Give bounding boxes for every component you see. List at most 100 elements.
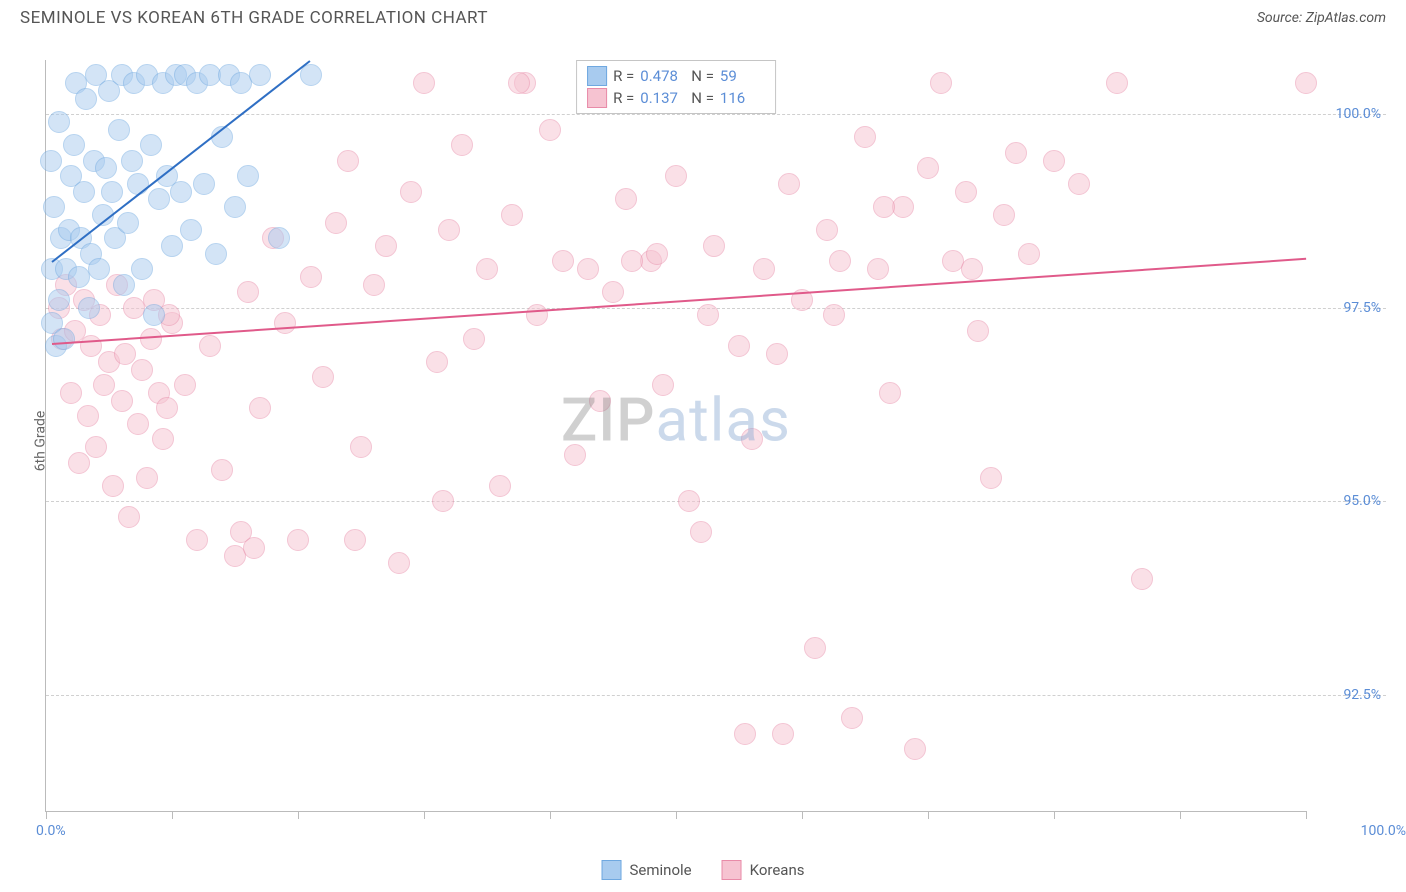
scatter-point [665, 165, 687, 187]
stats-swatch-seminole [587, 66, 607, 86]
scatter-point [426, 351, 448, 373]
scatter-point [451, 134, 473, 156]
scatter-point [121, 150, 143, 172]
scatter-point [48, 289, 70, 311]
scatter-point [1005, 142, 1027, 164]
scatter-point [873, 196, 895, 218]
scatter-point [111, 390, 133, 412]
scatter-point [199, 335, 221, 357]
x-tick [46, 811, 47, 819]
scatter-point [980, 467, 1002, 489]
scatter-point [78, 297, 100, 319]
scatter-point [136, 467, 158, 489]
scatter-point [363, 274, 385, 296]
scatter-point [904, 738, 926, 760]
scatter-point [68, 452, 90, 474]
scatter-point [117, 212, 139, 234]
scatter-point [249, 397, 271, 419]
scatter-point [143, 304, 165, 326]
x-tick [928, 811, 929, 819]
chart-title: SEMINOLE VS KOREAN 6TH GRADE CORRELATION… [20, 8, 488, 28]
scatter-point [63, 134, 85, 156]
scatter-point [48, 111, 70, 133]
scatter-point [867, 258, 889, 280]
stats-r-koreans: 0.137 [640, 89, 685, 107]
scatter-point [1068, 173, 1090, 195]
scatter-point [75, 88, 97, 110]
scatter-point [728, 335, 750, 357]
scatter-point [60, 382, 82, 404]
y-tick-label: 97.5% [1311, 300, 1381, 316]
scatter-point [703, 235, 725, 257]
scatter-point [170, 181, 192, 203]
scatter-point [697, 304, 719, 326]
scatter-point [193, 173, 215, 195]
scatter-point [108, 119, 130, 141]
stats-n-seminole: 59 [720, 67, 765, 85]
x-tick [172, 811, 173, 819]
scatter-point [955, 181, 977, 203]
scatter-point [85, 436, 107, 458]
scatter-point [350, 436, 372, 458]
scatter-point [1106, 72, 1128, 94]
scatter-point [118, 506, 140, 528]
scatter-point [180, 219, 202, 241]
scatter-point [993, 204, 1015, 226]
x-tick [424, 811, 425, 819]
stats-swatch-koreans [587, 88, 607, 108]
scatter-point [678, 490, 700, 512]
chart-header: SEMINOLE VS KOREAN 6TH GRADE CORRELATION… [0, 0, 1406, 32]
scatter-point [93, 374, 115, 396]
stats-r-seminole: 0.478 [640, 67, 685, 85]
scatter-point [287, 529, 309, 551]
scatter-point [879, 382, 901, 404]
scatter-point [690, 521, 712, 543]
legend-item-koreans: Koreans [722, 860, 805, 880]
scatter-point [77, 405, 99, 427]
scatter-point [816, 219, 838, 241]
scatter-point [102, 475, 124, 497]
scatter-point [463, 328, 485, 350]
scatter-point [476, 258, 498, 280]
scatter-point [300, 266, 322, 288]
scatter-point [741, 428, 763, 450]
scatter-point [186, 529, 208, 551]
scatter-point [53, 328, 75, 350]
stats-row-seminole: R = 0.478 N = 59 [587, 65, 765, 87]
chart-container: 6th Grade ZIPatlas R = 0.478 N = 59 R = … [45, 40, 1386, 842]
legend: Seminole Koreans [602, 860, 805, 880]
x-tick [298, 811, 299, 819]
scatter-point [131, 359, 153, 381]
scatter-point [249, 64, 271, 86]
x-tick [1306, 811, 1307, 819]
y-tick-label: 100.0% [1311, 106, 1381, 122]
scatter-point [508, 72, 530, 94]
stats-r-label: R = [613, 89, 634, 107]
stats-r-label: R = [613, 67, 634, 85]
scatter-point [337, 150, 359, 172]
scatter-point [131, 258, 153, 280]
legend-label-seminole: Seminole [630, 861, 692, 879]
scatter-point [961, 258, 983, 280]
scatter-point [829, 250, 851, 272]
scatter-point [778, 173, 800, 195]
scatter-point [539, 119, 561, 141]
scatter-point [300, 64, 322, 86]
x-tick [1180, 811, 1181, 819]
scatter-point [1043, 150, 1065, 172]
scatter-point [1131, 568, 1153, 590]
scatter-point [43, 196, 65, 218]
scatter-point [152, 428, 174, 450]
scatter-point [930, 72, 952, 94]
scatter-point [772, 723, 794, 745]
stats-n-label: N = [691, 89, 714, 107]
scatter-point [967, 320, 989, 342]
scatter-point [577, 258, 599, 280]
scatter-point [734, 723, 756, 745]
scatter-point [489, 475, 511, 497]
stats-row-koreans: R = 0.137 N = 116 [587, 87, 765, 109]
scatter-point [268, 227, 290, 249]
watermark-atlas: atlas [656, 385, 791, 456]
gridline [46, 695, 1386, 696]
scatter-point [1295, 72, 1317, 94]
